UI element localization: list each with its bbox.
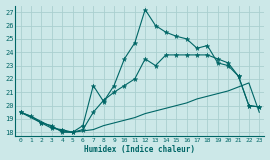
X-axis label: Humidex (Indice chaleur): Humidex (Indice chaleur) xyxy=(85,145,195,154)
